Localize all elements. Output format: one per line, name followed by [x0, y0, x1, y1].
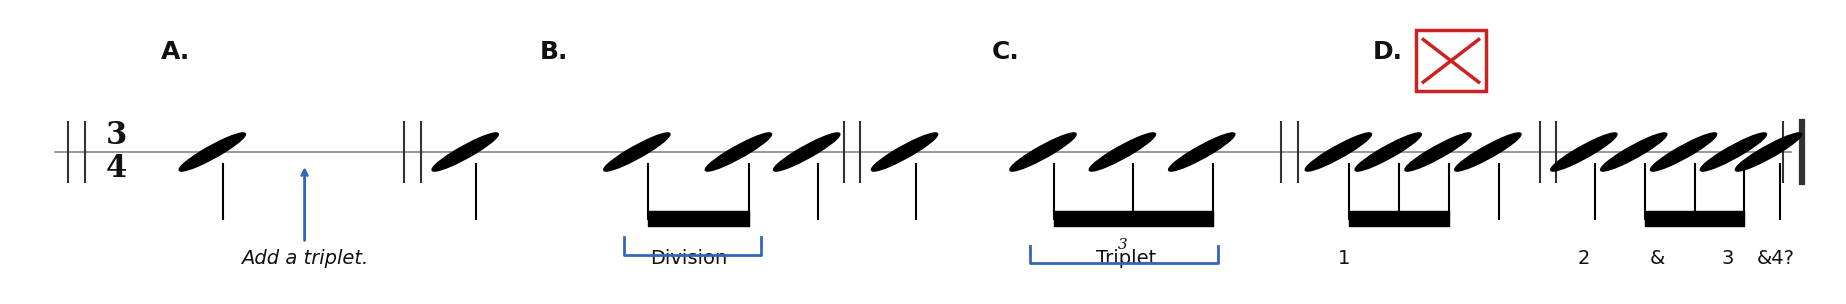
Text: C.: C. [991, 40, 1021, 64]
Ellipse shape [1405, 133, 1471, 171]
Ellipse shape [773, 133, 840, 171]
Ellipse shape [871, 133, 938, 171]
Text: 2: 2 [1578, 249, 1589, 268]
Text: D.: D. [1373, 40, 1403, 64]
Text: 3: 3 [105, 120, 127, 151]
Bar [1416, 30, 1486, 91]
Text: 3: 3 [1722, 249, 1733, 268]
Ellipse shape [1305, 133, 1372, 171]
Ellipse shape [1169, 133, 1235, 171]
Ellipse shape [1089, 133, 1156, 171]
Ellipse shape [1650, 133, 1717, 171]
Ellipse shape [1455, 133, 1521, 171]
Text: &: & [1650, 249, 1665, 268]
Ellipse shape [1735, 133, 1802, 171]
Ellipse shape [179, 133, 246, 171]
Text: B.: B. [539, 40, 569, 64]
Ellipse shape [1700, 133, 1767, 171]
Ellipse shape [604, 133, 670, 171]
Ellipse shape [705, 133, 772, 171]
Text: Triplet: Triplet [1097, 249, 1156, 268]
Text: 3: 3 [1117, 238, 1128, 252]
Ellipse shape [432, 133, 498, 171]
Text: &4?: &4? [1757, 249, 1794, 268]
Text: Division: Division [650, 249, 727, 268]
Text: Add a triplet.: Add a triplet. [242, 249, 367, 268]
Ellipse shape [1600, 133, 1667, 171]
Text: 4: 4 [105, 153, 127, 184]
Text: 1: 1 [1338, 249, 1349, 268]
Ellipse shape [1355, 133, 1421, 171]
Ellipse shape [1010, 133, 1076, 171]
Ellipse shape [1551, 133, 1617, 171]
Text: A.: A. [161, 40, 190, 64]
